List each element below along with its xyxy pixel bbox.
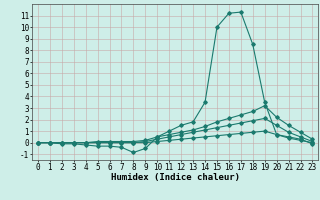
- X-axis label: Humidex (Indice chaleur): Humidex (Indice chaleur): [111, 173, 240, 182]
